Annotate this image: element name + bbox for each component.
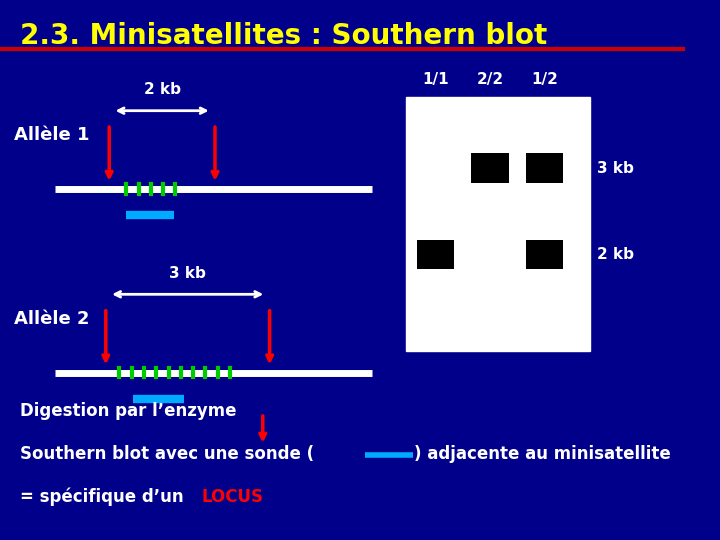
Text: = spécifique d’un: = spécifique d’un: [20, 488, 190, 506]
Text: 3 kb: 3 kb: [597, 161, 634, 176]
Text: Southern blot avec une sonde (: Southern blot avec une sonde (: [20, 445, 315, 463]
Text: 3 kb: 3 kb: [169, 266, 206, 281]
Text: Allèle 1: Allèle 1: [14, 126, 89, 144]
Text: 2 kb: 2 kb: [597, 247, 634, 262]
Text: 1/2: 1/2: [531, 72, 558, 87]
Text: LOCUS: LOCUS: [202, 488, 264, 506]
Text: 1/1: 1/1: [422, 72, 449, 87]
Bar: [472, 153, 509, 183]
Text: 2.3. Minisatellites : Southern blot: 2.3. Minisatellites : Southern blot: [20, 22, 548, 50]
Text: 2/2: 2/2: [477, 72, 503, 87]
Bar: [417, 240, 454, 269]
Bar: [406, 97, 590, 351]
Bar: [526, 240, 564, 269]
Text: Digestion par l’enzyme: Digestion par l’enzyme: [20, 402, 237, 420]
Bar: [526, 153, 564, 183]
Text: 2 kb: 2 kb: [143, 83, 181, 98]
Text: Allèle 2: Allèle 2: [14, 309, 89, 328]
Text: ) adjacente au minisatellite: ) adjacente au minisatellite: [414, 445, 671, 463]
